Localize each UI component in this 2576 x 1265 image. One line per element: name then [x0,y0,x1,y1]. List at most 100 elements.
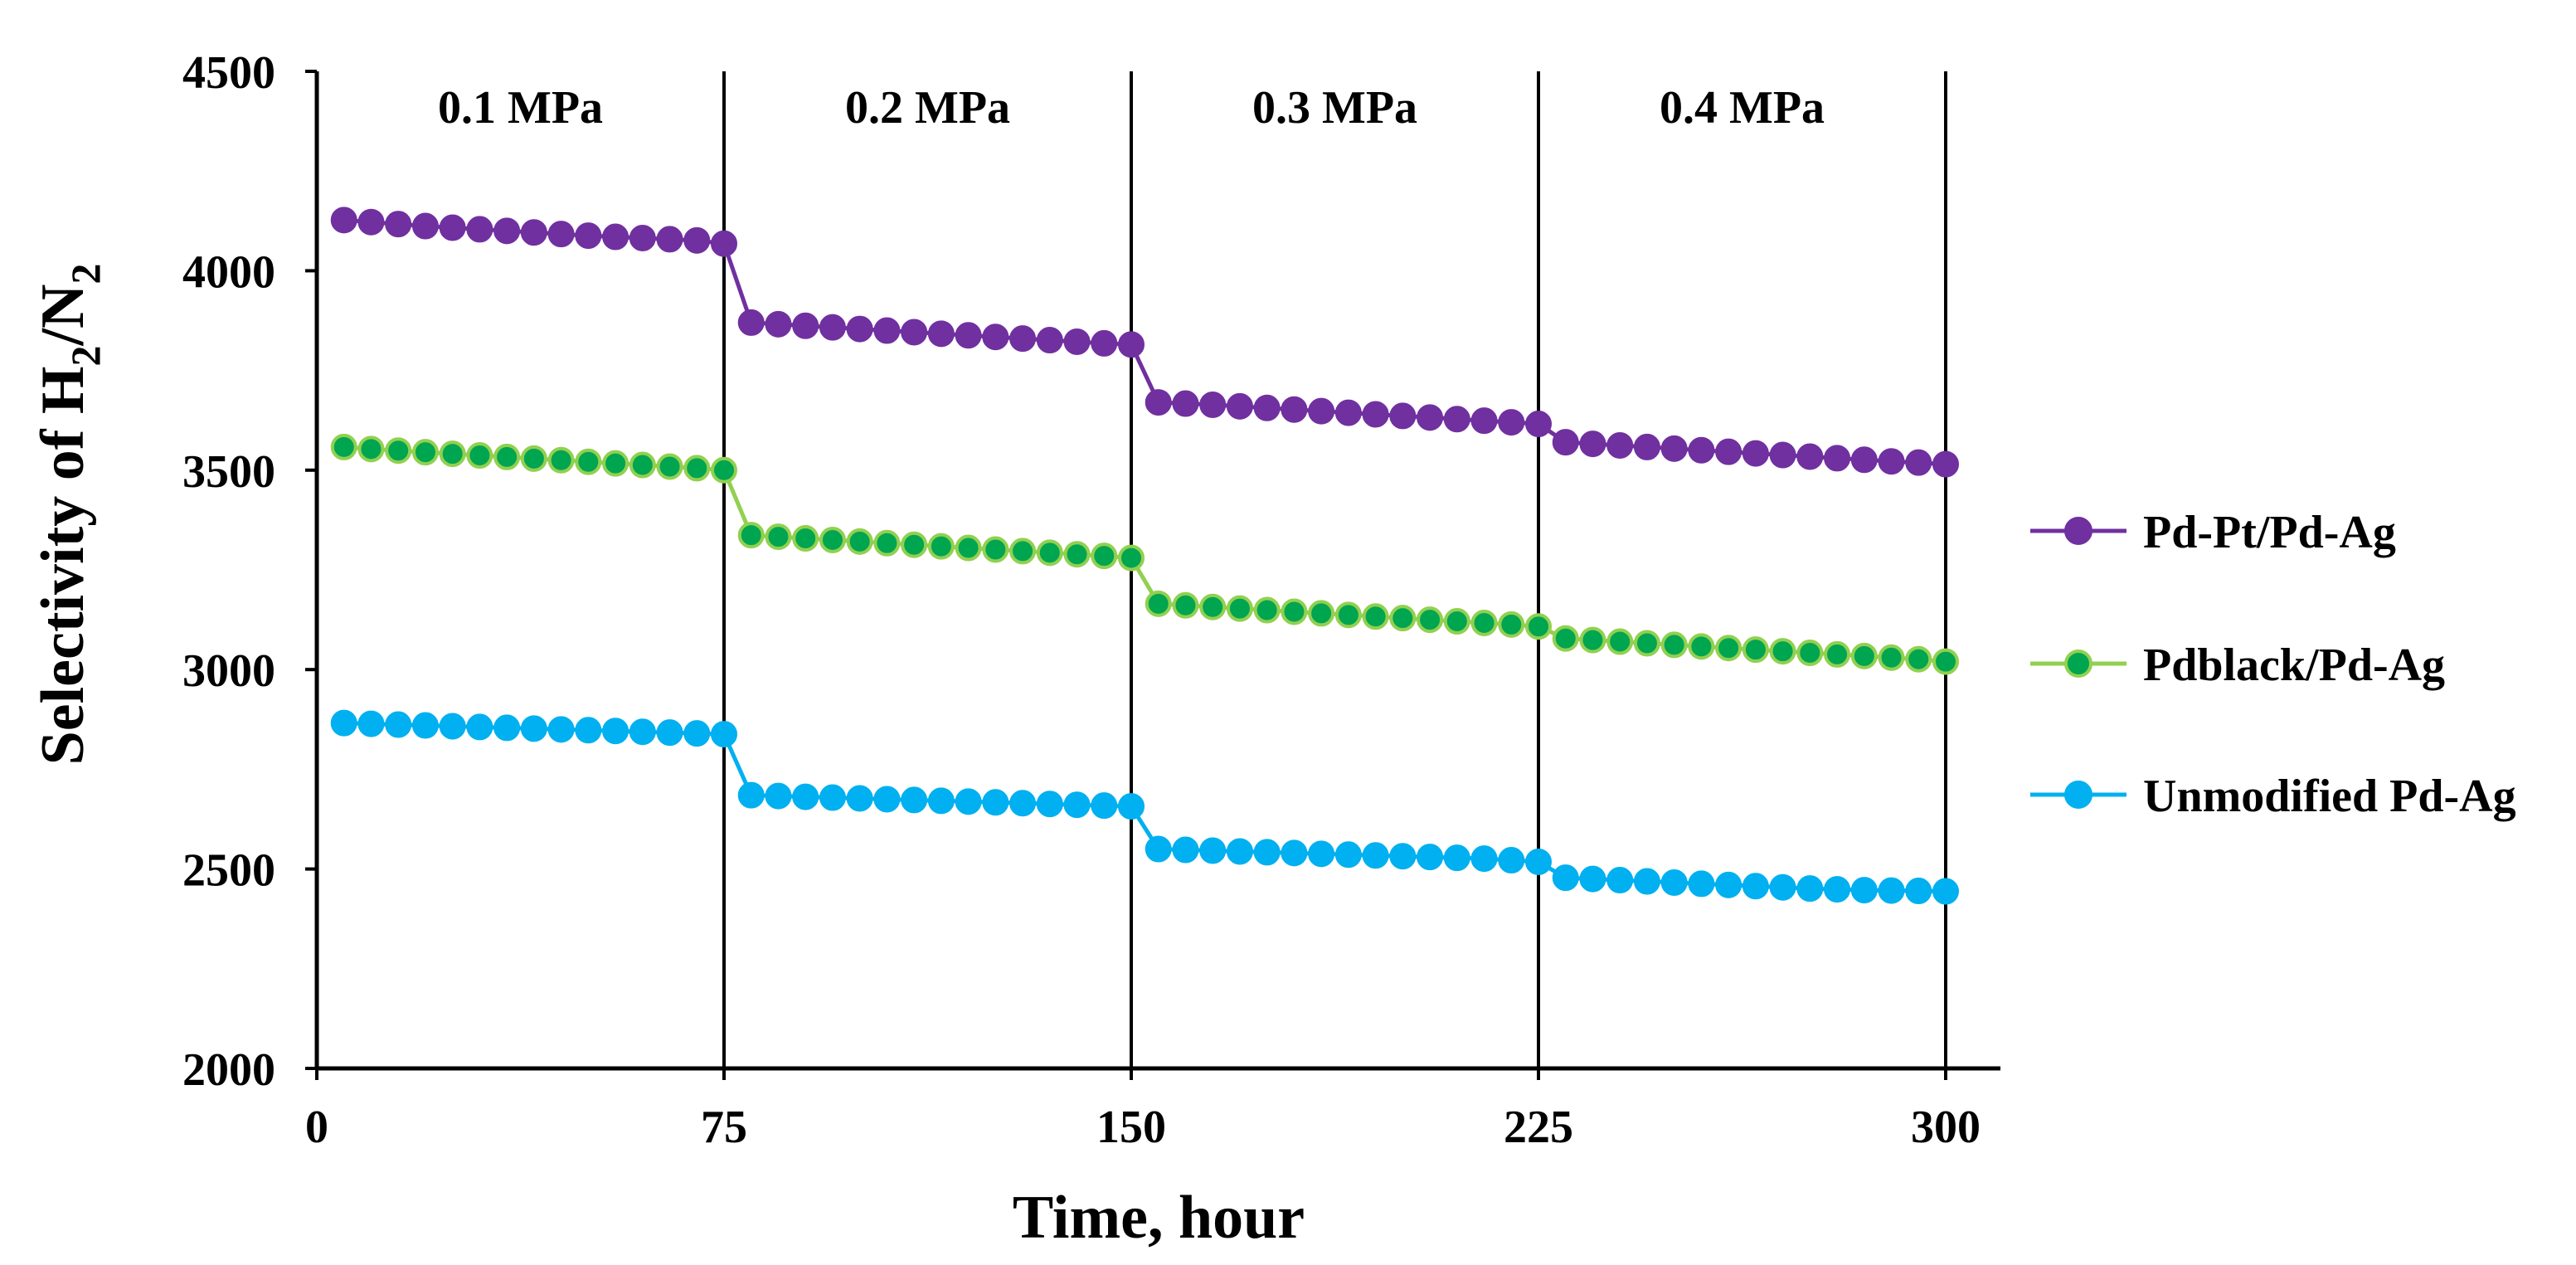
data-point [1443,608,1470,635]
data-point [493,443,521,470]
data-point [602,718,629,745]
data-point [1742,440,1769,467]
data-point [1552,625,1579,652]
data-point [1796,640,1824,667]
data-point [1824,876,1851,903]
data-point [629,224,656,251]
data-point [1606,628,1634,655]
data-point [411,712,439,739]
data-point [873,317,901,344]
data-point [1199,593,1227,620]
legend-label: Pdblack/Pd-Ag [2143,640,2445,691]
data-point [385,437,412,465]
data-point [1226,595,1253,622]
data-point [1498,409,1525,436]
data-point [711,721,737,748]
data-point [737,522,765,549]
y-axis-title-part: Selectivity of H [29,367,97,766]
data-point [1443,844,1470,872]
y-axis-title-subscript: 2 [62,264,109,285]
data-point [411,212,439,240]
data-point [955,788,982,815]
y-tick-label: 2000 [182,1044,275,1096]
data-point [982,789,1009,816]
data-point [1145,389,1172,416]
data-point [1715,635,1742,662]
data-point [1063,791,1091,819]
data-point [629,718,656,746]
data-point [1009,325,1037,353]
data-point [1470,609,1498,636]
data-point [357,208,385,236]
data-point [1905,878,1932,905]
data-point [1769,441,1796,469]
data-point [1063,541,1091,568]
data-point [901,319,928,346]
data-point [1796,875,1824,903]
data-point [1253,596,1281,624]
data-point [1417,404,1444,431]
data-point [927,787,955,815]
x-tick-label: 150 [1096,1102,1166,1153]
data-point [1633,868,1660,895]
data-point [901,531,928,558]
data-point [1281,598,1308,625]
data-point [1878,877,1905,904]
series-line [343,721,1947,893]
data-point [1470,407,1498,435]
data-point [927,320,955,348]
data-point [1606,431,1634,459]
data-point [385,711,412,738]
data-point [575,448,602,475]
x-tick-label: 75 [701,1102,747,1153]
data-point [547,221,575,248]
legend-label: Pd-Pt/Pd-Ag [2143,507,2396,558]
data-point [1334,601,1362,629]
data-point [1443,406,1470,433]
data-point [1308,397,1335,425]
data-point [1742,636,1769,664]
data-point [1525,411,1552,438]
data-point [1389,402,1417,430]
data-point [1118,331,1145,358]
data-point [1172,390,1199,417]
data-point [1606,867,1634,894]
data-point [656,226,683,253]
data-point [901,786,928,814]
x-tick-label: 300 [1911,1102,1981,1153]
x-tick-label: 225 [1504,1102,1573,1153]
data-point [683,226,711,254]
data-point [1905,645,1932,673]
data-point [846,785,873,812]
data-point [1932,450,1959,478]
y-tick-label: 2500 [182,845,275,897]
data-point [1362,401,1389,428]
data-point [873,786,901,813]
data-point [1172,591,1199,619]
y-ticks: 2000 2500 3000 3500 4000 4500 [182,47,317,1096]
data-point [1036,539,1063,567]
series-line [343,445,1947,664]
data-point [466,442,493,470]
data-point [792,312,819,339]
data-point [1091,542,1118,570]
data-point [385,211,412,238]
data-point [357,435,385,463]
data-point [927,533,955,560]
legend: Pd-Pt/Pd-Ag Pdblack/Pd-Ag Unmodified Pd-Ag [2030,507,2516,822]
data-point [466,216,493,243]
data-point [1172,836,1199,864]
data-point [656,719,683,747]
data-point [656,453,683,480]
data-point [330,709,357,737]
data-point [1281,396,1308,423]
data-point [1905,449,1932,476]
region-label: 0.2 MPa [845,82,1010,134]
data-point [1389,605,1417,632]
data-point [520,445,547,472]
data-point [1118,793,1145,820]
data-point [439,713,466,740]
series-line [343,217,1947,467]
data-point [520,715,547,742]
data-point [1118,544,1145,572]
